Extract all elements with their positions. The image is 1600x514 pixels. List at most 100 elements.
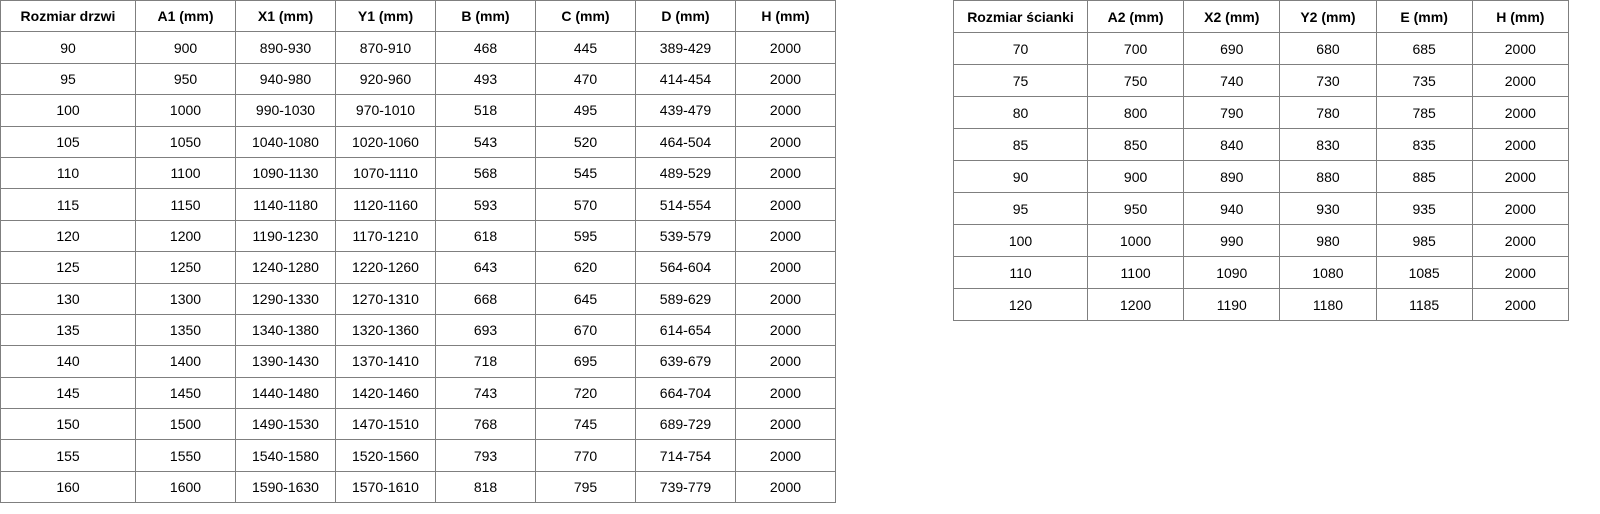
header-row: Rozmiar drzwi A1 (mm) X1 (mm) Y1 (mm) B (mm)… — [0, 0, 836, 33]
table-row: 75 750 740 730 735 2000 — [953, 64, 1569, 97]
table-cell: 795 — [535, 470, 636, 504]
table-cell: 1550 — [135, 439, 236, 472]
table-cell: 110 — [953, 256, 1088, 289]
table-cell: 95 — [953, 192, 1088, 225]
table-cell: 110 — [0, 156, 136, 190]
table-row: 140 1400 1390-1430 1370-1410 718 695 639-679 20… — [0, 345, 836, 378]
table-cell: 1150 — [135, 188, 236, 221]
table-cell: 990 — [1183, 224, 1281, 257]
table-cell: 135 — [0, 313, 136, 347]
table-cell: 160 — [0, 470, 136, 504]
table-cell: 950 — [1086, 192, 1185, 225]
table-cell: 880 — [1279, 160, 1377, 193]
table-cell: 464-504 — [635, 125, 736, 158]
table-cell: 95 — [0, 62, 136, 96]
table-cell: 140 — [0, 345, 136, 378]
table-cell: 793 — [435, 439, 536, 472]
table-cell: 935 — [1375, 192, 1473, 225]
table-cell: 900 — [135, 31, 236, 64]
table-cell: 1300 — [135, 282, 236, 315]
table-cell: 1190 — [1183, 288, 1281, 321]
table-cell: 105 — [0, 125, 136, 158]
table-cell: 2000 — [735, 282, 836, 315]
table-cell: 980 — [1279, 224, 1377, 257]
table-cell: 1100 — [135, 156, 236, 190]
table-cell: 1190-1230 — [235, 219, 336, 253]
table-row: 135 1350 1340-1380 1320-1360 693 670 614-654 20… — [0, 313, 836, 347]
table-cell: 2000 — [1471, 288, 1569, 321]
table-row: 155 1550 1540-1580 1520-1560 793 770 714-754 20… — [0, 439, 836, 472]
table-cell: 1240-1280 — [235, 251, 336, 284]
table-cell: 1390-1430 — [235, 345, 336, 378]
table-cell: 1250 — [135, 251, 236, 284]
table-cell: 930 — [1279, 192, 1377, 225]
table-cell: 1540-1580 — [235, 439, 336, 472]
table-cell: 1290-1330 — [235, 282, 336, 315]
column-header: X1 (mm) — [235, 0, 336, 33]
table-cell: 2000 — [735, 31, 836, 64]
table-cell: 1120-1160 — [335, 188, 436, 221]
table-row: 120 1200 1190-1230 1170-1210 618 595 539-579 20… — [0, 219, 836, 253]
table-cell: 120 — [953, 288, 1088, 321]
table-row: 110 1100 1090-1130 1070-1110 568 545 489-529 20… — [0, 156, 836, 190]
table-cell: 75 — [953, 64, 1088, 97]
table-cell: 1590-1630 — [235, 470, 336, 504]
table-cell: 870-910 — [335, 31, 436, 64]
table-cell: 668 — [435, 282, 536, 315]
table-cell: 1090 — [1183, 256, 1281, 289]
table-cell: 495 — [535, 94, 636, 127]
table-cell: 514-554 — [635, 188, 736, 221]
table-cell: 1220-1260 — [335, 251, 436, 284]
table-cell: 790 — [1183, 96, 1281, 129]
table-cell: 100 — [953, 224, 1088, 257]
table-cell: 1520-1560 — [335, 439, 436, 472]
table-cell: 489-529 — [635, 156, 736, 190]
table-cell: 850 — [1086, 128, 1185, 161]
table-cell: 1370-1410 — [335, 345, 436, 378]
table-cell: 2000 — [1471, 64, 1569, 97]
table-cell: 620 — [535, 251, 636, 284]
column-header: H (mm) — [1471, 0, 1569, 33]
table-cell: 890 — [1183, 160, 1281, 193]
table-row: 90 900 890 880 885 2000 — [953, 160, 1569, 193]
table-cell: 1200 — [135, 219, 236, 253]
table-cell: 595 — [535, 219, 636, 253]
table-cell: 970-1010 — [335, 94, 436, 127]
table-cell: 2000 — [735, 94, 836, 127]
table-cell: 1340-1380 — [235, 313, 336, 347]
table-cell: 1080 — [1279, 256, 1377, 289]
table-row: 115 1150 1140-1180 1120-1160 593 570 514-554 20… — [0, 188, 836, 221]
column-header: X2 (mm) — [1183, 0, 1281, 33]
table-cell: 1570-1610 — [335, 470, 436, 504]
table-cell: 115 — [0, 188, 136, 221]
table-cell: 695 — [535, 345, 636, 378]
table-row: 160 1600 1590-1630 1570-1610 818 795 739-779 20… — [0, 470, 836, 504]
table-cell: 664-704 — [635, 376, 736, 410]
table-cell: 1020-1060 — [335, 125, 436, 158]
table-row: 150 1500 1490-1530 1470-1510 768 745 689-729 20… — [0, 408, 836, 441]
column-header: C (mm) — [535, 0, 636, 33]
column-header: A1 (mm) — [135, 0, 236, 33]
table-cell: 589-629 — [635, 282, 736, 315]
table-cell: 2000 — [735, 439, 836, 472]
table-cell: 2000 — [1471, 32, 1569, 65]
table-cell: 1450 — [135, 376, 236, 410]
table-cell: 1140-1180 — [235, 188, 336, 221]
table-cell: 564-604 — [635, 251, 736, 284]
table-cell: 1600 — [135, 470, 236, 504]
table-cell: 2000 — [1471, 224, 1569, 257]
table-cell: 70 — [953, 32, 1088, 65]
table-cell: 643 — [435, 251, 536, 284]
table-cell: 950 — [135, 62, 236, 96]
table-cell: 840 — [1183, 128, 1281, 161]
column-header: B (mm) — [435, 0, 536, 33]
table-cell: 2000 — [735, 376, 836, 410]
table-cell: 689-729 — [635, 408, 736, 441]
table-cell: 125 — [0, 251, 136, 284]
table-row: 95 950 940 930 935 2000 — [953, 192, 1569, 225]
table-cell: 2000 — [1471, 256, 1569, 289]
column-header: Rozmiar ścianki — [953, 0, 1088, 33]
table-row: 110 1100 1090 1080 1085 2000 — [953, 256, 1569, 289]
table-cell: 155 — [0, 439, 136, 472]
table-cell: 568 — [435, 156, 536, 190]
